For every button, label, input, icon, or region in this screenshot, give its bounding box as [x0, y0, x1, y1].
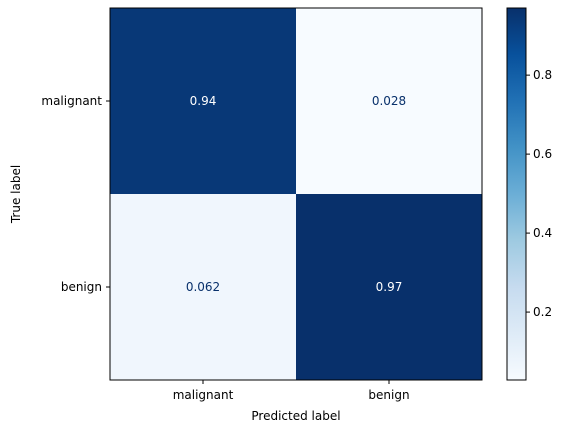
cell-value-label: 0.028 — [372, 94, 406, 108]
colorbar — [506, 7, 527, 381]
cell-value-label: 0.94 — [190, 94, 217, 108]
colorbar-tick-label: 0.8 — [533, 68, 552, 82]
x-axis-label: Predicted label — [251, 409, 340, 423]
heatmap-cell — [296, 194, 482, 380]
colorbar-tick-label: 0.4 — [533, 226, 552, 240]
y-axis-label: True label — [9, 165, 23, 224]
heatmap-cell — [110, 194, 296, 380]
x-tick-label: benign — [368, 388, 409, 402]
cell-value-label: 0.97 — [376, 280, 403, 294]
colorbar-tick-label: 0.2 — [533, 305, 552, 319]
x-axis-ticks: malignant benign — [173, 380, 410, 402]
cell-value-label: 0.062 — [186, 280, 220, 294]
colorbar-ticks: 0.2 0.4 0.6 0.8 — [526, 68, 552, 319]
plot-frame — [109, 7, 483, 381]
heatmap-cell — [110, 8, 296, 194]
y-axis-ticks: malignant benign — [41, 94, 110, 294]
heatmap-cell — [296, 8, 482, 194]
colorbar-tick-label: 0.6 — [533, 147, 552, 161]
y-tick-label: benign — [61, 280, 102, 294]
heatmap-cells: 0.94 0.028 0.062 0.97 — [110, 8, 482, 380]
y-tick-label: malignant — [41, 94, 102, 108]
x-tick-label: malignant — [173, 388, 234, 402]
